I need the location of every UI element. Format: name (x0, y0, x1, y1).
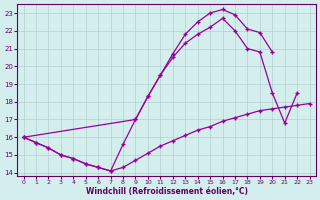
X-axis label: Windchill (Refroidissement éolien,°C): Windchill (Refroidissement éolien,°C) (85, 187, 248, 196)
